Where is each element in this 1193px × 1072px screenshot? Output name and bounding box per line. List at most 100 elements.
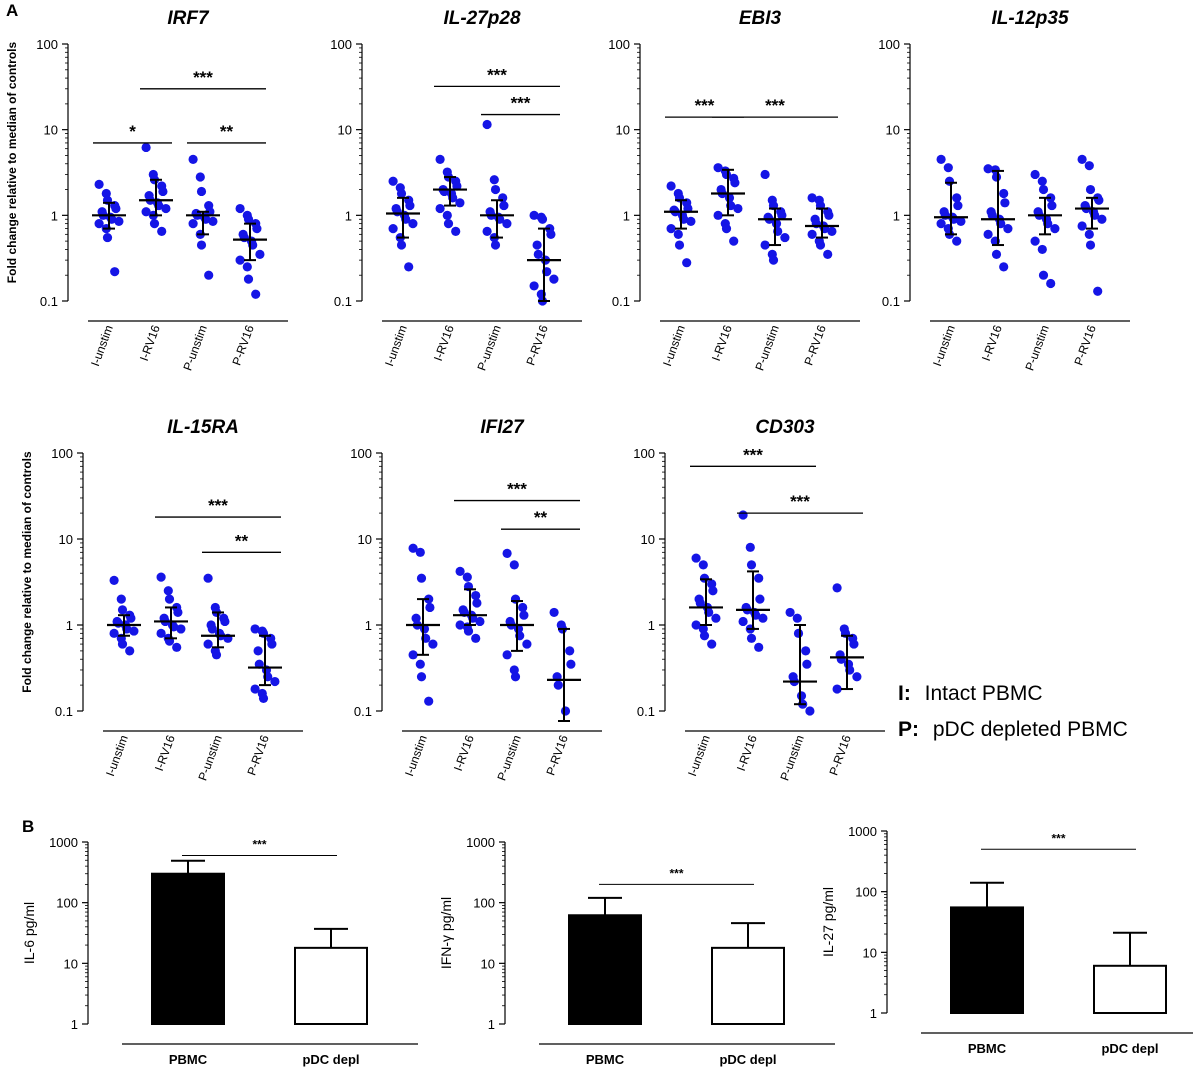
data-point — [255, 249, 265, 259]
series-i-rv16 — [736, 510, 770, 652]
legend-text-intact: Intact PBMC — [925, 682, 1043, 705]
data-point — [408, 219, 418, 229]
y-tick-label: 1 — [71, 1017, 78, 1032]
y-tick-label: 0.1 — [40, 294, 58, 309]
significance-label: *** — [790, 492, 810, 511]
category-label-p-rv16: P-RV16 — [229, 323, 257, 367]
data-point — [936, 154, 946, 164]
y-tick-label: 10 — [44, 123, 58, 138]
series-p-unstim — [500, 548, 534, 682]
panel-label-a: A — [6, 1, 18, 20]
data-point — [102, 232, 113, 243]
series-p-rv16 — [248, 624, 282, 704]
data-point — [502, 650, 512, 660]
data-point — [729, 236, 739, 246]
data-point — [755, 594, 765, 604]
data-point — [502, 219, 512, 229]
bar-plot-il-6-pg-ml: 1 10 100 1000 IL-6 pg/ml PBMC pDC depl *** — [21, 835, 418, 1067]
y-axis-label: IL-6 pg/ml — [21, 902, 37, 964]
data-point — [1093, 286, 1103, 296]
y-tick-label: 10 — [863, 945, 877, 960]
data-point — [242, 262, 252, 272]
bar-pdc-depl — [711, 946, 785, 1025]
bar-plots: 1 10 100 1000 IL-6 pg/ml PBMC pDC depl *** 1 10 10… — [21, 824, 1193, 1067]
data-point — [253, 646, 263, 656]
category-label-i-rv16: I-RV16 — [137, 323, 163, 363]
data-point — [161, 203, 171, 214]
data-point — [1077, 154, 1087, 164]
category-label-i-rv16: I-RV16 — [152, 733, 178, 773]
data-point — [682, 258, 692, 268]
series-i-unstim — [107, 575, 141, 656]
data-point — [211, 650, 222, 660]
category-label-pbmc: PBMC — [586, 1052, 625, 1067]
series-i-rv16 — [139, 142, 173, 236]
y-tick-label: 1 — [365, 618, 372, 633]
data-point — [188, 154, 198, 164]
data-point — [522, 639, 532, 649]
category-label-i-rv16: I-RV16 — [979, 323, 1005, 363]
data-point — [203, 639, 213, 649]
y-tick-label: 0.1 — [354, 704, 372, 719]
data-point — [490, 240, 501, 250]
data-point — [532, 240, 542, 250]
bar-pdc-depl — [294, 946, 368, 1025]
plot-title: IL-27p28 — [443, 8, 521, 29]
data-point — [94, 179, 104, 189]
panel-label-b: B — [22, 817, 34, 836]
significance-label: *** — [487, 65, 507, 84]
data-point — [691, 553, 701, 563]
data-point — [707, 639, 717, 649]
y-axis-label: IL-27 pg/ml — [820, 887, 836, 957]
data-point — [691, 620, 701, 630]
data-point — [411, 613, 421, 623]
data-point — [258, 693, 269, 704]
data-point — [195, 172, 205, 182]
data-point — [549, 274, 559, 284]
data-point — [738, 510, 748, 520]
y-tick-label: 1 — [345, 208, 352, 223]
category-label-p-rv16: P-RV16 — [244, 733, 272, 777]
data-point — [952, 193, 962, 203]
category-label-p-unstim: P-unstim — [777, 733, 806, 782]
data-point — [546, 229, 556, 239]
data-point — [849, 639, 859, 649]
bar-pdc-depl — [1093, 964, 1167, 1015]
data-point — [509, 665, 519, 675]
significance-label: ** — [235, 531, 249, 550]
y-tick-label: 10 — [616, 123, 630, 138]
significance-label: *** — [511, 94, 531, 113]
data-point — [738, 616, 748, 627]
series-i-unstim — [386, 176, 420, 272]
data-point — [509, 560, 519, 570]
data-point — [987, 210, 997, 220]
significance-label: *** — [695, 96, 715, 115]
category-label-i-unstim: I-unstim — [382, 323, 410, 368]
y-tick-label: 1000 — [466, 835, 495, 850]
data-point — [519, 610, 529, 620]
data-point — [408, 650, 418, 660]
data-point — [502, 548, 512, 559]
data-point — [1077, 221, 1087, 231]
series-p-unstim — [201, 573, 235, 660]
data-point — [754, 573, 764, 583]
data-point — [94, 219, 104, 229]
significance-label: *** — [208, 496, 228, 515]
data-point — [471, 633, 481, 643]
data-point — [428, 639, 438, 649]
data-point — [1046, 278, 1056, 289]
data-point — [176, 624, 186, 634]
data-point — [158, 186, 168, 197]
data-point — [451, 226, 461, 236]
series-i-rv16 — [711, 163, 745, 246]
significance-label: *** — [743, 445, 763, 464]
data-point — [1030, 169, 1040, 180]
data-point — [416, 672, 427, 682]
data-point — [163, 586, 173, 596]
data-point — [455, 620, 465, 630]
data-point — [408, 543, 418, 553]
category-label-i-unstim: I-unstim — [685, 733, 713, 778]
significance-label: ** — [220, 122, 234, 141]
data-point — [832, 684, 842, 694]
plot-title: IFI27 — [480, 417, 525, 438]
